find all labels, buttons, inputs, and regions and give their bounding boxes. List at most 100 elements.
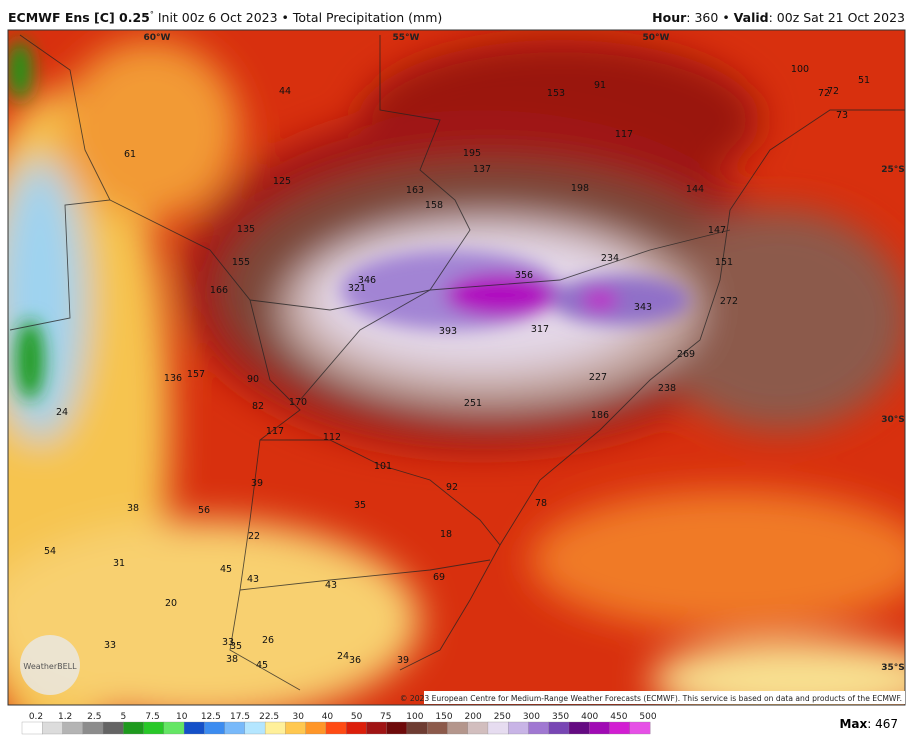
map-value: 393 [439,326,457,337]
colorbar-swatch [285,721,307,735]
map-value: 73 [836,110,848,121]
colorbar-label: 1.2 [58,712,72,722]
model: ECMWF Ens [C] 0.25 [8,10,150,26]
colorbar-label: 300 [523,712,540,722]
colorbar-label: 75 [380,712,391,722]
map-value: 43 [325,580,337,591]
copyright-bg [424,691,905,704]
colorbar-swatch [345,721,367,735]
map-value: 147 [708,225,726,236]
valid: : 00z Sat 21 Oct 2023 [768,10,905,25]
map-value: 72 [818,88,830,99]
map-value: 100 [791,64,809,75]
map-value: 35 [354,500,366,511]
hour: : 360 • [686,10,734,25]
grid-label: 55°W [393,33,420,43]
degree: ° [149,10,154,19]
map-value: 43 [247,574,259,585]
map-value: 198 [571,183,589,194]
map-value: 92 [446,482,458,493]
map-frame [7,29,906,706]
colorbar-swatch [102,721,124,735]
map-value: 163 [406,185,424,196]
colorbar-label: 400 [581,712,598,722]
grid-label: 60°W [144,33,171,43]
map-value: 39 [397,655,409,666]
map-value: 90 [247,374,259,385]
map-value: 155 [232,257,250,268]
map-value: 125 [273,176,291,187]
map-value: 153 [547,88,565,99]
map-value: 117 [266,426,284,437]
colorbar-swatch [82,721,104,735]
map-value: 356 [515,270,533,281]
hour-label: Hour [652,10,687,25]
colorbar-swatch [123,721,144,735]
colorbar-label: 100 [406,712,423,722]
map-value: 31 [113,558,125,569]
colorbar-swatch [42,721,63,735]
map-value: 343 [634,302,652,313]
map-value: 61 [124,149,136,160]
map-value: 135 [237,224,255,235]
colorbar-swatch [325,721,347,735]
colorbar-label: 7.5 [145,712,159,722]
map-value: 26 [262,635,274,646]
colorbar-label: 500 [639,712,656,722]
map-value: 38 [226,654,238,665]
map-value: 170 [289,397,307,408]
title: ECMWF Ens [C] 0.25° Init 00z 6 Oct 2023 … [8,10,442,25]
map-value: 137 [473,164,491,175]
colorbar-swatch [447,721,469,735]
colorbar-swatch [487,721,509,735]
colorbar-swatch [305,721,327,735]
colorbar-swatch [548,721,570,735]
grid-label: 30°S [881,415,905,425]
grid-label: 35°S [881,663,905,673]
map-value: 44 [279,86,291,97]
colorbar-label: 5 [121,712,127,722]
map-value: 317 [531,324,549,335]
map-value: 269 [677,349,695,360]
colorbar-label: 40 [322,712,334,722]
colorbar-label: 50 [351,712,363,722]
colorbar-label: 10 [176,712,188,722]
map-value: 45 [220,564,232,575]
map-value: 82 [252,401,264,412]
precip-field [8,30,905,705]
map-value: 51 [858,75,870,86]
map-value: 33 [104,640,116,651]
colorbar-label: 250 [494,712,511,722]
colorbar-label: 30 [293,712,305,722]
max: Max: 467 [839,717,898,731]
colorbar-swatch [568,721,590,735]
colorbar-label: 12.5 [201,712,221,722]
map-value: 234 [601,253,619,264]
colorbar-swatch [183,721,205,735]
map-value: 144 [686,184,704,195]
map-value: 112 [323,432,341,443]
map-value: 101 [374,461,392,472]
map-value: 33 [222,637,234,648]
colorbar-swatch [163,721,185,735]
borders [9,34,905,691]
colorbar-label: 150 [435,712,452,722]
colorbar-swatch [508,721,529,735]
colorbar-swatch [467,721,489,735]
colorbar-swatch [264,721,286,735]
valid-info: Hour: 360 • Valid: 00z Sat 21 Oct 2023 [652,10,905,25]
map-value: 24 [337,651,349,662]
colorbar-swatch [204,721,226,735]
grid-label: 50°W [643,33,670,43]
colorbar-swatch [406,721,428,735]
map-value: 251 [464,398,482,409]
map-value: 272 [720,296,738,307]
colorbar-swatch [386,721,408,735]
map-value: 157 [187,369,205,380]
colorbar-swatch [244,721,266,735]
info: Init 00z 6 Oct 2023 • Total Precipitatio… [153,10,443,26]
max-value: : 467 [867,717,898,731]
colorbar-swatch [21,721,43,735]
map-value: 22 [248,531,260,542]
